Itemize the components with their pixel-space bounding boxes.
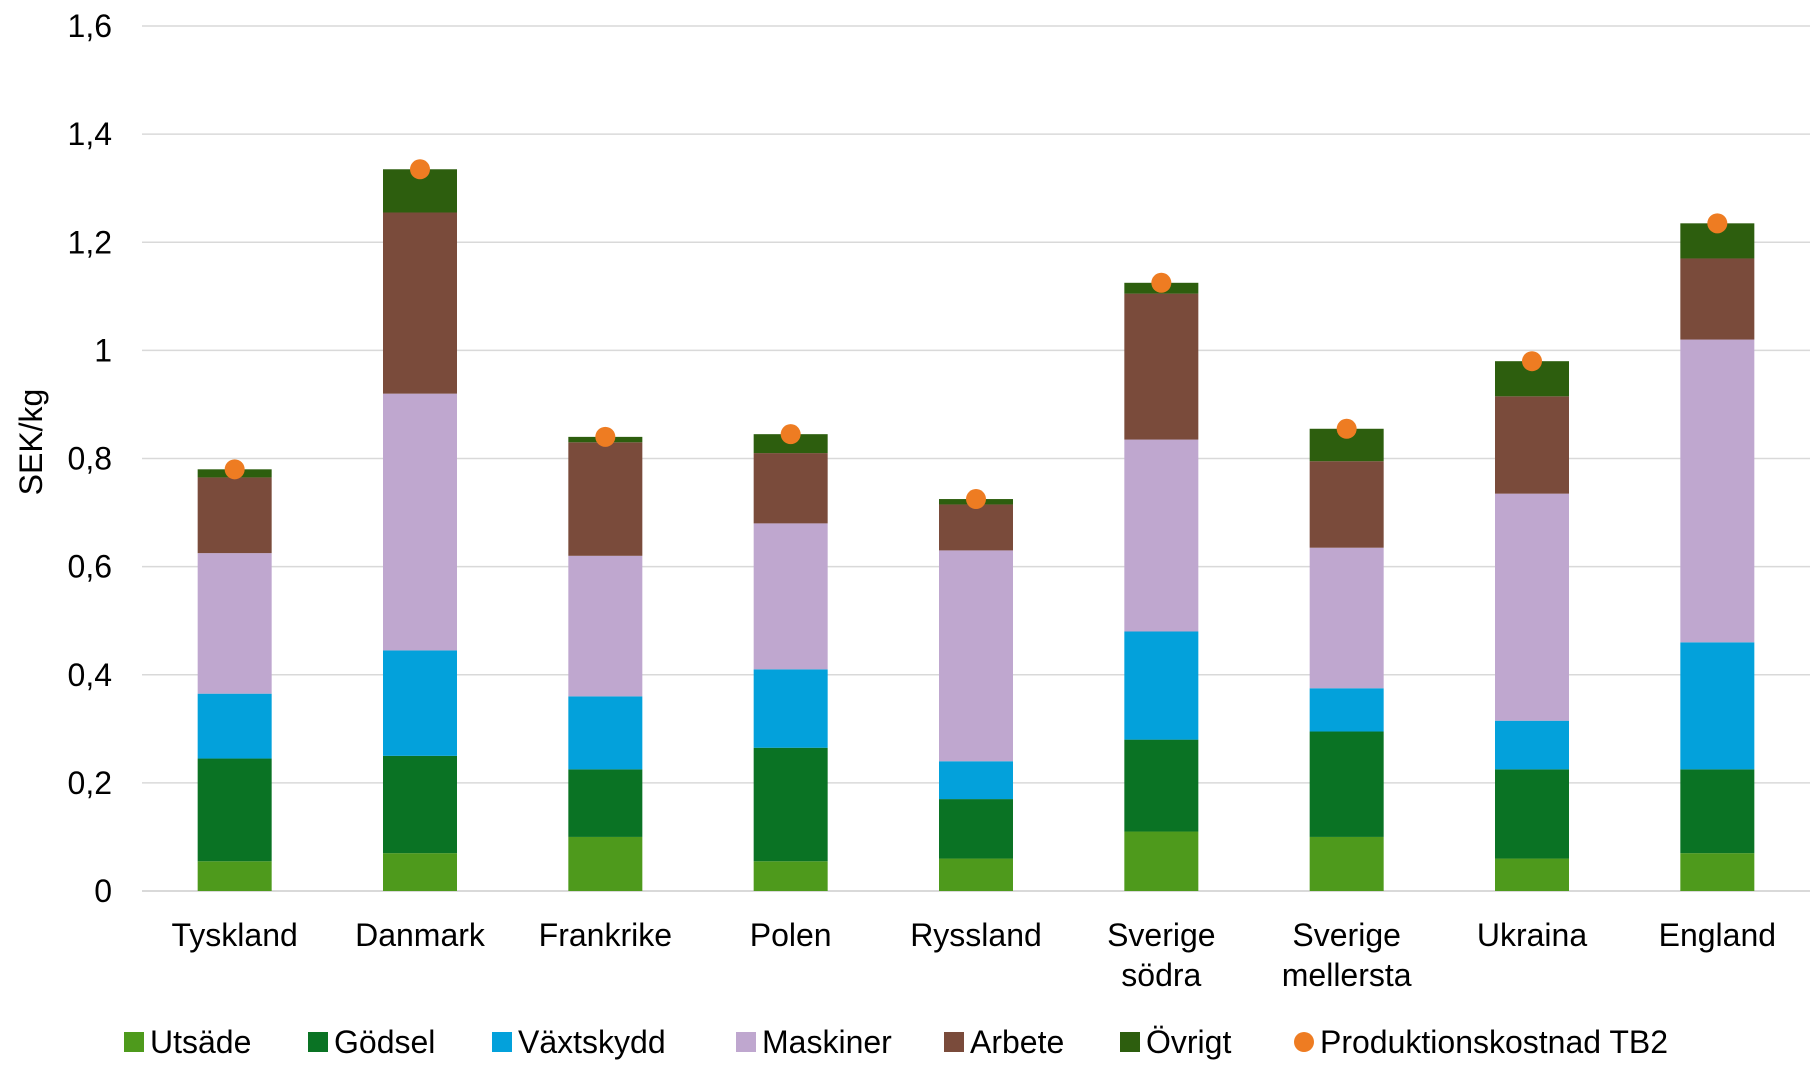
production-cost-marker xyxy=(410,159,430,180)
bar-segment xyxy=(939,761,1013,800)
production-cost-marker xyxy=(966,489,986,510)
bar-segment xyxy=(1124,293,1199,440)
y-tick-label: 0,8 xyxy=(68,441,112,477)
bar-segment xyxy=(1680,258,1755,340)
x-tick-label: England xyxy=(1659,917,1776,953)
bar-segment xyxy=(1309,461,1384,548)
production-cost-marker xyxy=(595,426,616,447)
bar-segment xyxy=(383,853,457,891)
x-tick-label: Ryssland xyxy=(910,917,1042,953)
bar-segment xyxy=(939,858,1013,891)
legend-swatch xyxy=(308,1032,328,1052)
legend-swatch xyxy=(492,1032,512,1052)
bar-segment xyxy=(753,453,828,524)
production-cost-marker xyxy=(1707,213,1728,234)
legend-label: Växtskydd xyxy=(518,1024,666,1060)
bars xyxy=(197,169,1755,891)
legend-swatch xyxy=(124,1032,144,1052)
legend-swatch xyxy=(1120,1032,1140,1052)
y-axis-title: SEK/kg xyxy=(13,389,49,496)
x-tick-label: Ukraina xyxy=(1477,917,1587,953)
bar-segment xyxy=(197,553,272,694)
legend-label: Utsäde xyxy=(150,1024,251,1060)
bar-segment xyxy=(197,861,272,891)
x-tick-label: Danmark xyxy=(355,917,486,953)
bar-segment xyxy=(568,836,643,891)
y-tick-label: 0 xyxy=(94,873,112,909)
x-tick-label: Polen xyxy=(750,917,832,953)
bar-segment xyxy=(1495,396,1569,494)
bar-segment xyxy=(753,861,828,891)
legend-label: Maskiner xyxy=(762,1024,892,1060)
production-cost-markers xyxy=(224,159,1728,510)
x-tick-label: Sverige mellersta xyxy=(1282,917,1412,993)
bar-segment xyxy=(197,758,272,862)
y-axis-ticks: 0 0,2 0,4 0,6 0,8 1 1,2 1,4 1,6 xyxy=(68,8,112,909)
bar-segment xyxy=(383,212,457,394)
bar-segment xyxy=(568,696,643,770)
y-tick-label: 1,2 xyxy=(68,224,112,260)
production-cost-marker xyxy=(780,424,801,445)
legend-swatch xyxy=(944,1032,964,1052)
bar-segment xyxy=(1495,493,1569,721)
bar-segment xyxy=(1124,739,1199,832)
bar-segment xyxy=(568,442,643,556)
bar-segment xyxy=(1680,769,1755,854)
production-cost-marker xyxy=(1522,351,1542,372)
production-cost-marker xyxy=(1336,418,1357,439)
bar-segment xyxy=(1124,831,1199,891)
x-tick-label: Tyskland xyxy=(172,917,298,953)
bar-segment xyxy=(1309,688,1384,732)
bar-segment xyxy=(383,755,457,854)
legend-swatch xyxy=(736,1032,756,1052)
y-tick-label: 0,6 xyxy=(68,549,112,585)
bar-segment xyxy=(939,550,1013,762)
bar-segment xyxy=(1124,439,1199,632)
bar-segment xyxy=(753,747,828,862)
bar-segment xyxy=(1124,631,1199,740)
bar-segment xyxy=(1495,858,1569,891)
legend: Utsäde Gödsel Växtskydd Maskiner Arbete Övrig… xyxy=(124,1024,1668,1060)
bar-segment xyxy=(1495,720,1569,770)
legend-label: Produktionskostnad TB2 xyxy=(1320,1024,1668,1060)
x-tick-label: Sverige södra xyxy=(1107,917,1216,993)
bar-segment xyxy=(1495,769,1569,859)
bar-segment xyxy=(1309,731,1384,837)
production-cost-marker xyxy=(224,459,245,480)
bar-segment xyxy=(939,504,1013,551)
x-tick-label: Frankrike xyxy=(539,917,672,953)
bar-segment xyxy=(1309,547,1384,689)
legend-label: Arbete xyxy=(970,1024,1064,1060)
legend-label: Gödsel xyxy=(334,1024,435,1060)
production-cost-marker xyxy=(1151,272,1172,293)
bar-segment xyxy=(568,555,643,697)
bar-segment xyxy=(753,523,828,670)
bar-segment xyxy=(568,769,643,837)
bar-segment xyxy=(1680,339,1755,643)
y-tick-label: 1,4 xyxy=(68,116,112,152)
bar-segment xyxy=(197,477,272,554)
y-tick-label: 0,4 xyxy=(68,657,112,693)
bar-segment xyxy=(753,669,828,748)
y-tick-label: 1 xyxy=(94,332,112,368)
bar-segment xyxy=(1680,642,1755,770)
y-tick-label: 0,2 xyxy=(68,765,112,801)
legend-swatch xyxy=(1294,1032,1314,1052)
bar-segment xyxy=(1680,853,1755,891)
bar-segment xyxy=(939,799,1013,859)
bar-segment xyxy=(383,650,457,756)
x-axis-labels: Tyskland Danmark Frankrike Polen Ryssland Sve… xyxy=(172,917,1777,993)
bar-segment xyxy=(1309,836,1384,891)
y-tick-label: 1,6 xyxy=(68,8,112,44)
legend-label: Övrigt xyxy=(1146,1024,1231,1060)
bar-segment xyxy=(383,393,457,651)
bar-segment xyxy=(197,693,272,759)
